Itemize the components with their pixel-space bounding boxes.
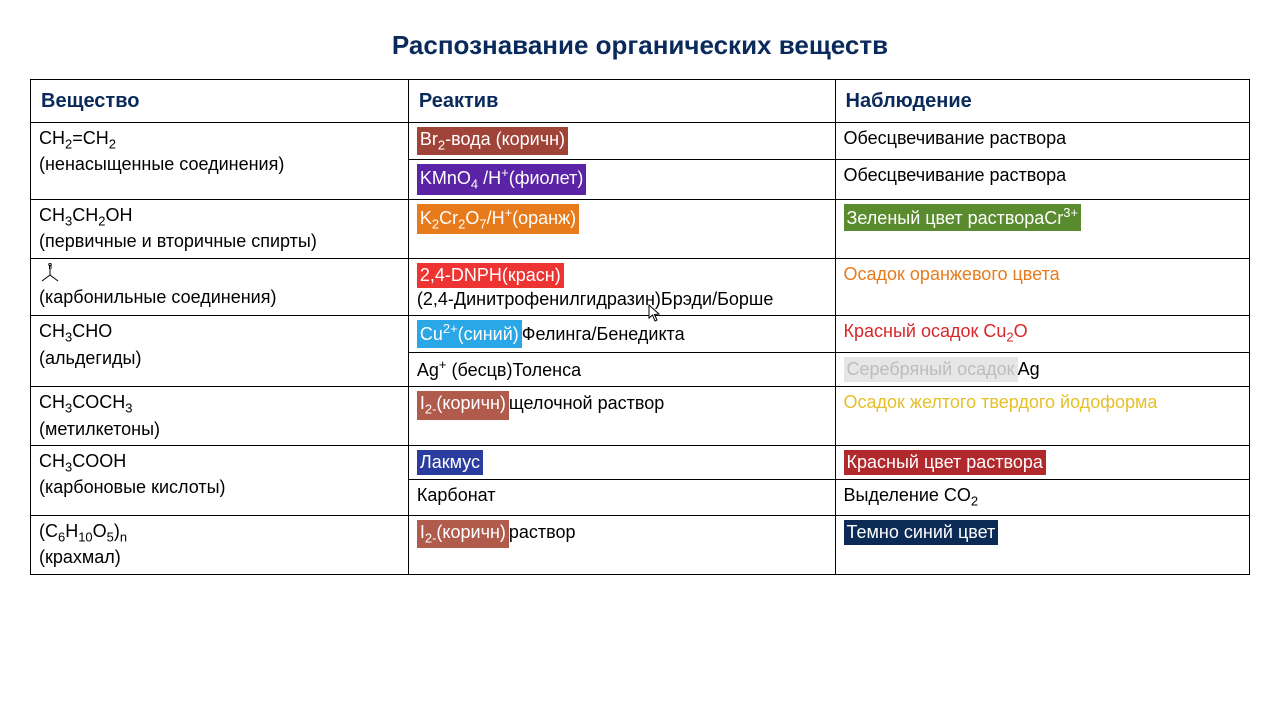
cell-observation: Красный цвет раствора: [835, 446, 1249, 480]
cell-reagent: 2,4-DNPH(красн)(2,4-Динитрофенилгидразин…: [408, 258, 835, 316]
page-title: Распознавание органических веществ: [30, 30, 1250, 61]
table-row: CH2=CH2(ненасыщенные соединения)Br2-вода…: [31, 123, 1250, 160]
cell-observation: Серебряный осадок Ag: [835, 352, 1249, 386]
table-row: CH3CHO(альдегиды)Cu2+(синий)Фелинга/Бене…: [31, 316, 1250, 352]
table-row: (карбонильные соединения) 2,4-DNPH(красн…: [31, 258, 1250, 316]
cell-observation: Обесцвечивание раствора: [835, 123, 1249, 160]
table-row: CH3CH2OH(первичные и вторичные спирты)K2…: [31, 199, 1250, 258]
cell-substance: CH2=CH2(ненасыщенные соединения): [31, 123, 409, 200]
table-row: CH3COOH(карбоновые кислоты)ЛакмусКрасный…: [31, 446, 1250, 480]
cell-observation: Осадок оранжевого цвета: [835, 258, 1249, 316]
cell-observation: Осадок желтого твердого йодоформа: [835, 387, 1249, 446]
cell-reagent: I2-(коричн)раствор: [408, 515, 835, 574]
table-row: CH3COCH3(метилкетоны)I2-(коричн)щелочной…: [31, 387, 1250, 446]
cell-observation: Зеленый цвет раствораCr3+: [835, 199, 1249, 258]
header-observation: Наблюдение: [835, 80, 1249, 123]
cell-substance: CH3CHO(альдегиды): [31, 316, 409, 387]
cell-substance: CH3COCH3(метилкетоны): [31, 387, 409, 446]
recognition-table: Вещество Реактив Наблюдение CH2=CH2(нена…: [30, 79, 1250, 575]
cell-reagent: Cu2+(синий)Фелинга/Бенедикта: [408, 316, 835, 352]
cell-substance: CH3COOH(карбоновые кислоты): [31, 446, 409, 516]
cell-reagent: Ag+ (бесцв)Толенса: [408, 352, 835, 386]
cell-reagent: Лакмус: [408, 446, 835, 480]
cell-observation: Обесцвечивание раствора: [835, 160, 1249, 199]
header-reagent: Реактив: [408, 80, 835, 123]
cell-reagent: I2-(коричн)щелочной раствор: [408, 387, 835, 446]
cell-observation: Красный осадок Cu2O: [835, 316, 1249, 352]
cell-reagent: Карбонат: [408, 480, 835, 515]
cell-reagent: Br2-вода (коричн): [408, 123, 835, 160]
cell-reagent: KMnO4 /H+(фиолет): [408, 160, 835, 199]
cell-observation: Выделение CO2: [835, 480, 1249, 515]
table-header-row: Вещество Реактив Наблюдение: [31, 80, 1250, 123]
cell-substance: CH3CH2OH(первичные и вторичные спирты): [31, 199, 409, 258]
cell-reagent: K2Cr2O7/H+(оранж): [408, 199, 835, 258]
header-substance: Вещество: [31, 80, 409, 123]
cell-observation: Темно синий цвет: [835, 515, 1249, 574]
table-row: (С6Н10О5)n(крахмал)I2-(коричн)растворТем…: [31, 515, 1250, 574]
cell-substance: (карбонильные соединения): [31, 258, 409, 316]
cell-substance: (С6Н10О5)n(крахмал): [31, 515, 409, 574]
